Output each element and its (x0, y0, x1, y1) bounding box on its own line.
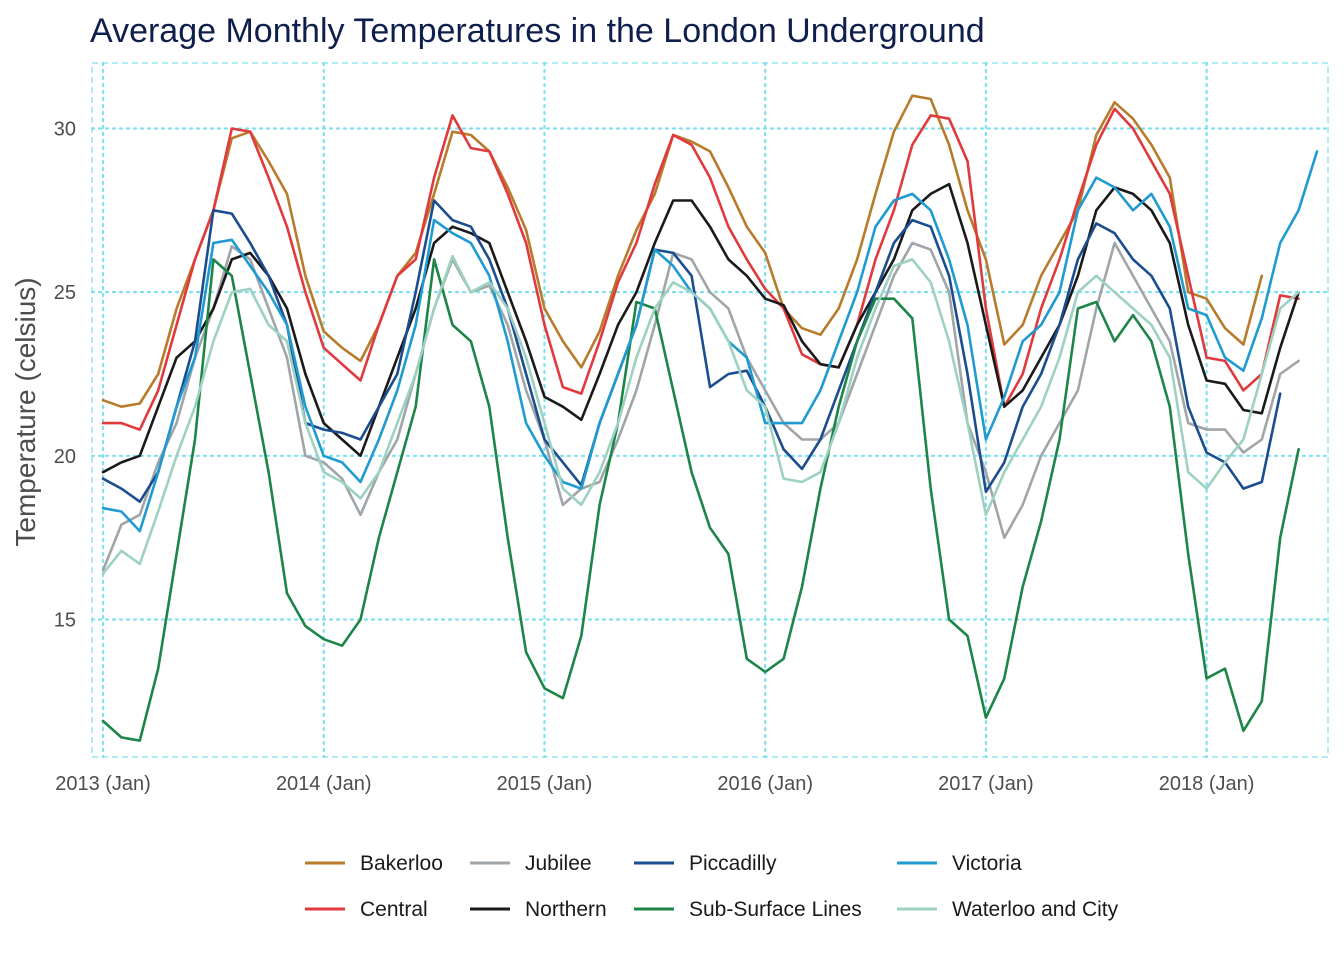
grid (90, 61, 1330, 759)
y-tick-label: 15 (54, 610, 76, 632)
series-lines (101, 94, 1319, 742)
x-tick-label: 2014 (Jan) (276, 773, 372, 795)
y-tick-label: 30 (54, 118, 76, 140)
x-tick-label: 2015 (Jan) (497, 773, 593, 795)
x-tick-label: 2018 (Jan) (1159, 773, 1255, 795)
chart-title: Average Monthly Temperatures in the Lond… (90, 12, 985, 50)
legend-label: Piccadilly (689, 852, 777, 875)
legend-label: Victoria (952, 852, 1022, 875)
x-axis-ticks: 2013 (Jan) 2014 (Jan) 2015 (Jan) 2016 (Jan)… (55, 773, 1254, 795)
legend-label: Waterloo and City (952, 898, 1119, 921)
series-line (101, 94, 1264, 409)
plot-border (91, 62, 1329, 758)
series-line (101, 258, 1300, 742)
legend-label: Central (360, 898, 428, 921)
y-tick-label: 20 (54, 446, 76, 468)
series-line (101, 254, 1300, 576)
x-tick-label: 2017 (Jan) (938, 773, 1034, 795)
series-line (101, 241, 1300, 572)
legend-label: Sub-Surface Lines (689, 898, 862, 921)
series-line (101, 107, 1300, 431)
series-line (101, 199, 1282, 504)
legend-label: Northern (525, 898, 607, 921)
legend-label: Jubilee (525, 852, 592, 875)
x-tick-label: 2013 (Jan) (55, 773, 151, 795)
legend: Bakerloo Central Jubilee Northern Piccadilly… (305, 852, 1119, 921)
y-tick-label: 25 (54, 282, 76, 304)
y-axis-ticks: 15 20 25 30 (54, 118, 76, 631)
x-tick-label: 2016 (Jan) (717, 773, 813, 795)
y-axis-label: Temperature (celsius) (10, 277, 41, 546)
legend-label: Bakerloo (360, 852, 443, 875)
series-line (101, 182, 1300, 474)
